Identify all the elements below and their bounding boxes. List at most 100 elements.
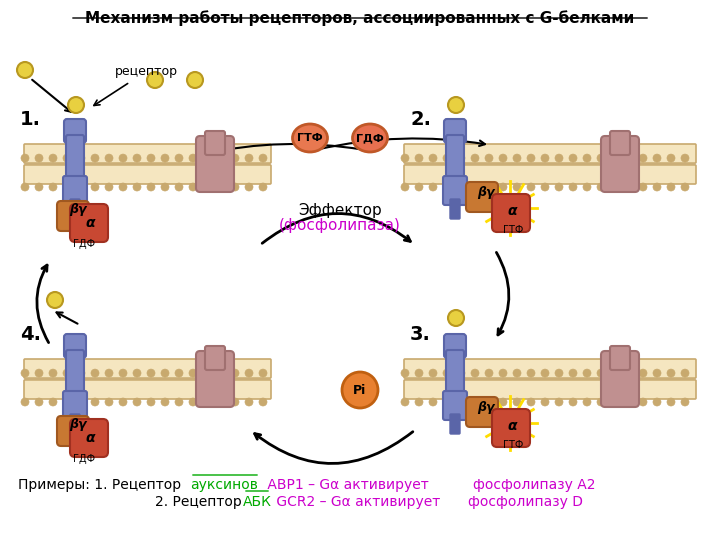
Circle shape <box>611 398 619 406</box>
Circle shape <box>569 398 577 406</box>
Circle shape <box>541 183 549 191</box>
Ellipse shape <box>292 124 328 152</box>
Circle shape <box>513 154 521 162</box>
Circle shape <box>443 183 451 191</box>
Text: ГТФ: ГТФ <box>503 225 523 235</box>
Text: 4.: 4. <box>20 325 41 344</box>
Circle shape <box>68 97 84 113</box>
FancyBboxPatch shape <box>24 144 271 163</box>
Circle shape <box>217 398 225 406</box>
Circle shape <box>77 369 85 377</box>
Circle shape <box>63 183 71 191</box>
Circle shape <box>203 183 211 191</box>
Circle shape <box>342 372 378 408</box>
FancyBboxPatch shape <box>63 176 87 205</box>
Text: βγ: βγ <box>477 186 495 199</box>
FancyBboxPatch shape <box>63 391 87 420</box>
Circle shape <box>681 398 689 406</box>
Circle shape <box>21 183 29 191</box>
Circle shape <box>597 154 605 162</box>
Circle shape <box>443 398 451 406</box>
Circle shape <box>119 183 127 191</box>
Circle shape <box>611 183 619 191</box>
Circle shape <box>653 154 661 162</box>
Circle shape <box>231 154 239 162</box>
Circle shape <box>485 398 493 406</box>
FancyBboxPatch shape <box>24 165 271 184</box>
Circle shape <box>681 183 689 191</box>
Text: Эффектор: Эффектор <box>298 203 382 218</box>
FancyBboxPatch shape <box>66 350 84 397</box>
Circle shape <box>401 369 409 377</box>
Circle shape <box>429 183 437 191</box>
Circle shape <box>625 154 633 162</box>
Circle shape <box>569 154 577 162</box>
Circle shape <box>21 154 29 162</box>
Circle shape <box>77 398 85 406</box>
Text: Примеры: 1. Рецептор: Примеры: 1. Рецептор <box>18 478 186 492</box>
FancyBboxPatch shape <box>610 131 630 155</box>
Circle shape <box>499 154 507 162</box>
Circle shape <box>259 183 267 191</box>
Text: фосфолипазу D: фосфолипазу D <box>468 495 583 509</box>
Circle shape <box>457 154 465 162</box>
Text: ауксинов: ауксинов <box>190 478 258 492</box>
Circle shape <box>161 369 169 377</box>
Circle shape <box>35 154 43 162</box>
Circle shape <box>513 183 521 191</box>
Circle shape <box>187 72 203 88</box>
Circle shape <box>448 310 464 326</box>
FancyBboxPatch shape <box>444 334 466 358</box>
Circle shape <box>35 369 43 377</box>
Circle shape <box>119 369 127 377</box>
Circle shape <box>161 398 169 406</box>
FancyBboxPatch shape <box>610 346 630 370</box>
Circle shape <box>555 398 563 406</box>
FancyBboxPatch shape <box>70 199 80 219</box>
FancyBboxPatch shape <box>601 136 639 192</box>
Circle shape <box>49 369 57 377</box>
Circle shape <box>105 398 113 406</box>
Circle shape <box>471 154 479 162</box>
Circle shape <box>189 369 197 377</box>
Circle shape <box>21 369 29 377</box>
Circle shape <box>541 398 549 406</box>
Circle shape <box>639 369 647 377</box>
Circle shape <box>119 398 127 406</box>
Circle shape <box>203 154 211 162</box>
Circle shape <box>448 97 464 113</box>
Circle shape <box>17 62 33 78</box>
Text: Механизм работы рецепторов, ассоциированных с G-белками: Механизм работы рецепторов, ассоциирован… <box>86 10 634 26</box>
Text: ГТФ: ГТФ <box>503 440 523 450</box>
Circle shape <box>147 183 155 191</box>
Circle shape <box>147 398 155 406</box>
Circle shape <box>105 154 113 162</box>
Circle shape <box>133 398 141 406</box>
Circle shape <box>35 398 43 406</box>
Circle shape <box>49 154 57 162</box>
Circle shape <box>147 154 155 162</box>
Circle shape <box>625 398 633 406</box>
Circle shape <box>457 398 465 406</box>
Circle shape <box>147 369 155 377</box>
Text: α: α <box>507 419 516 433</box>
Circle shape <box>245 398 253 406</box>
Circle shape <box>217 369 225 377</box>
FancyBboxPatch shape <box>64 119 86 143</box>
Circle shape <box>667 154 675 162</box>
Circle shape <box>231 369 239 377</box>
Text: α: α <box>85 216 94 230</box>
FancyBboxPatch shape <box>24 380 271 399</box>
Circle shape <box>245 154 253 162</box>
FancyBboxPatch shape <box>205 346 225 370</box>
Circle shape <box>189 398 197 406</box>
Circle shape <box>513 369 521 377</box>
FancyBboxPatch shape <box>64 334 86 358</box>
Circle shape <box>77 183 85 191</box>
FancyBboxPatch shape <box>57 201 89 231</box>
Circle shape <box>415 369 423 377</box>
Circle shape <box>429 369 437 377</box>
Circle shape <box>625 183 633 191</box>
Circle shape <box>667 183 675 191</box>
Circle shape <box>471 398 479 406</box>
